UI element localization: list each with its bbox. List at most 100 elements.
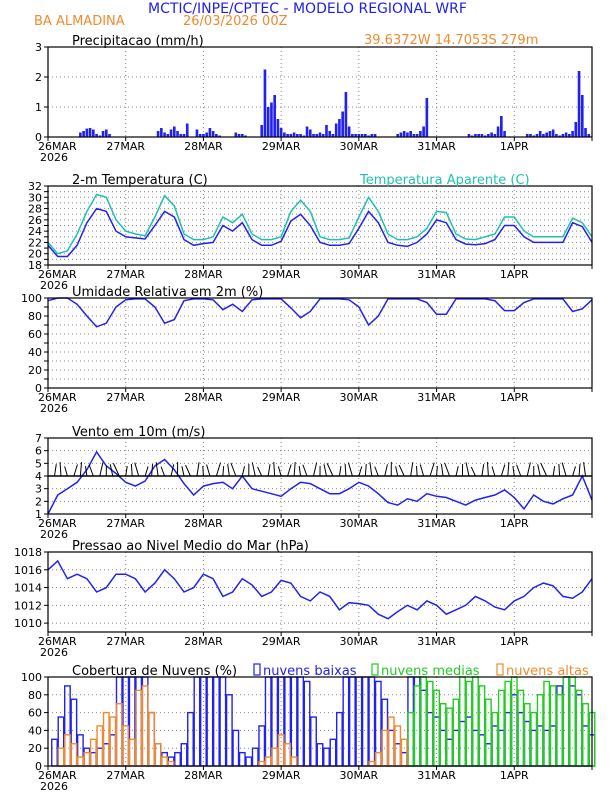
x-tick-label: 26MAR (38, 391, 77, 404)
x-tick-label: 31MAR (417, 391, 456, 404)
wind-arrow (206, 464, 211, 477)
bar-precipitacao (402, 131, 406, 137)
bar-precipitacao (574, 122, 578, 137)
bar-precipitacao (561, 134, 565, 137)
bar-precipitacao (483, 135, 487, 137)
bar-precipitacao (351, 134, 354, 137)
wind-arrow (470, 466, 476, 477)
bar-precipitacao (341, 111, 344, 137)
y-tick-label: 1018 (14, 546, 42, 559)
bar-precipitacao (302, 135, 306, 137)
panel-title: Umidade Relativa em 2m (%) (72, 285, 263, 300)
bar-nuvens-baixas (407, 676, 415, 767)
bar-precipitacao (328, 131, 332, 137)
bar-nuvens-baixas (368, 676, 376, 767)
bar-precipitacao (305, 126, 309, 137)
x-tick-label: 1APR (500, 769, 529, 782)
x-tick-label: 26MAR (38, 635, 77, 648)
bar-nuvens-baixas (478, 734, 486, 767)
bar-precipitacao (487, 134, 490, 137)
wind-arrow (507, 462, 510, 477)
bar-precipitacao (315, 134, 319, 137)
y-tick-label: 26 (28, 214, 42, 227)
legend-apparent-temp: Temperatura Aparente (C) (359, 173, 530, 188)
bar-nuvens-baixas (76, 734, 84, 767)
bar-nuvens-baixas (582, 725, 589, 767)
wind-arrow (257, 466, 263, 477)
wind-arrow (415, 465, 418, 477)
plot-frame (47, 185, 593, 266)
bar-nuvens-baixas (245, 756, 253, 767)
bar-precipitacao (409, 131, 412, 137)
bar-nuvens-baixas (102, 743, 110, 767)
wind-arrow (481, 464, 485, 477)
x-year-label: 2026 (40, 279, 68, 292)
x-tick-label: 30MAR (340, 391, 379, 404)
bar-precipitacao (88, 128, 92, 137)
bar-nuvens-medias (575, 689, 583, 767)
wind-arrow (112, 463, 120, 477)
y-tick-label: 30 (28, 191, 42, 204)
bar-precipitacao (237, 134, 241, 137)
plot-frame (47, 437, 593, 515)
wind-arrow (125, 466, 128, 477)
wind-arrow (444, 462, 450, 477)
bar-precipitacao (580, 95, 584, 137)
wind-arrow (130, 463, 133, 477)
y-tick-label: 20 (28, 248, 42, 261)
bar-precipitacao (283, 132, 286, 137)
y-tick-label: 6 (35, 445, 42, 458)
x-tick-label: 30MAR (340, 140, 379, 153)
bar-nuvens-baixas (556, 685, 564, 767)
wind-arrow (293, 462, 296, 477)
bar-nuvens-altas (284, 743, 292, 767)
bar-precipitacao (244, 135, 247, 137)
wind-arrow (313, 462, 318, 477)
x-tick-label: 31MAR (417, 635, 456, 648)
x-year-label: 2026 (40, 780, 68, 792)
series-line-temperatura-aparente-c- (47, 193, 593, 255)
bar-precipitacao (587, 134, 591, 137)
bar-precipitacao (321, 134, 325, 137)
wind-arrow (552, 466, 556, 477)
bar-nuvens-baixas (310, 716, 317, 767)
x-tick-label: 28MAR (184, 391, 223, 404)
bar-precipitacao (299, 134, 302, 137)
bar-nuvens-medias (523, 703, 531, 767)
bar-nuvens-baixas (83, 747, 91, 767)
wind-arrow (572, 466, 576, 477)
x-tick-label: 29MAR (262, 517, 301, 530)
bar-nuvens-altas (128, 738, 136, 767)
bar-precipitacao (169, 129, 173, 137)
bar-precipitacao (308, 129, 312, 137)
wind-arrow (429, 462, 435, 477)
bar-nuvens-altas (141, 685, 149, 767)
plot-frame (47, 297, 593, 389)
bar-precipitacao (338, 119, 341, 137)
bar-precipitacao (101, 131, 105, 137)
y-tick-label: 2 (35, 71, 42, 84)
bar-nuvens-altas (394, 725, 402, 767)
bar-precipitacao (538, 131, 542, 137)
bar-nuvens-baixas (400, 751, 408, 767)
bar-precipitacao (364, 134, 367, 137)
bar-nuvens-baixas (225, 694, 233, 767)
bar-nuvens-baixas (51, 738, 58, 767)
bar-nuvens-baixas (459, 720, 466, 767)
y-tick-label: 1010 (14, 617, 42, 630)
panel-precip: 0 1 2 3 26MAR 27MAR 28MAR 29MAR 30MAR 31MAR 1APR 20… (35, 34, 593, 164)
x-tick-label: 1APR (500, 391, 529, 404)
bar-precipitacao (419, 131, 422, 137)
bar-nuvens-baixas (141, 676, 149, 767)
bar-precipitacao (532, 135, 536, 137)
x-tick-label: 29MAR (262, 391, 301, 404)
bar-nuvens-baixas (219, 676, 227, 767)
wind-arrow (526, 462, 531, 477)
wind-arrow (230, 462, 237, 477)
series-line-pressao (47, 559, 593, 620)
x-tick-label: 27MAR (106, 769, 145, 782)
bar-precipitacao (260, 125, 264, 137)
bar-nuvens-medias (543, 680, 551, 767)
bar-nuvens-medias (491, 711, 499, 767)
bar-nuvens-baixas (387, 729, 395, 767)
